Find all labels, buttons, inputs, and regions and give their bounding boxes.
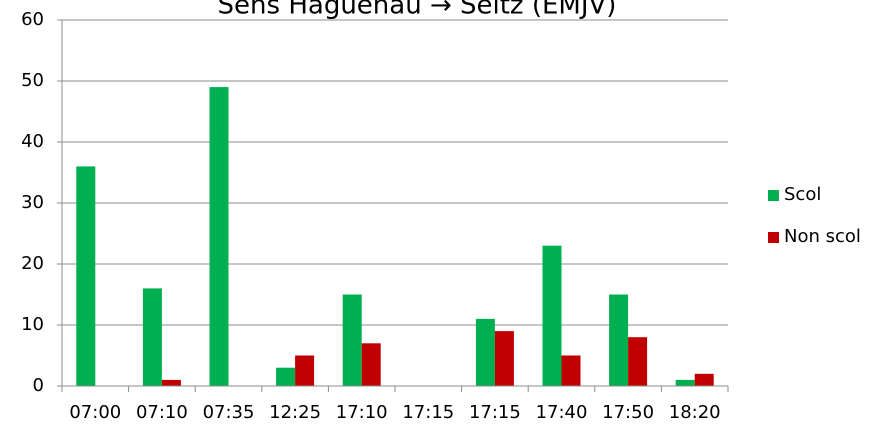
x-tick-label: 17:15: [469, 402, 521, 423]
bar: [209, 87, 229, 386]
chart-title: Sens Haguenau → Seltz (EMJV): [218, 0, 617, 21]
y-tick-label: 30: [21, 192, 44, 213]
x-tick-label: 12:25: [269, 402, 321, 423]
x-tick-label: 17:50: [602, 402, 654, 423]
bar: [76, 166, 96, 386]
bar: [628, 337, 648, 386]
bar: [361, 343, 381, 386]
x-tick-label: 17:10: [336, 402, 388, 423]
x-tick-label: 07:35: [203, 402, 255, 423]
bar: [561, 355, 581, 386]
bar: [161, 379, 181, 386]
legend-label: Non scol: [784, 226, 861, 247]
y-tick-label: 40: [21, 131, 44, 152]
y-tick-label: 20: [21, 253, 44, 274]
bar: [342, 294, 362, 386]
x-tick-label: 17:15: [402, 402, 454, 423]
legend-label: Scol: [784, 184, 821, 205]
bar: [142, 288, 162, 386]
bar: [494, 331, 514, 386]
bar: [675, 379, 695, 386]
bar: [694, 373, 714, 386]
y-tick-label: 10: [21, 314, 44, 335]
bar: [276, 367, 296, 386]
bar: [295, 355, 315, 386]
x-tick-label: 18:20: [669, 402, 721, 423]
x-tick-label: 07:10: [136, 402, 188, 423]
bar: [542, 245, 562, 386]
legend-swatch: [768, 232, 779, 243]
y-tick-label: 50: [21, 70, 44, 91]
x-tick-label: 07:00: [69, 402, 121, 423]
bar: [475, 318, 495, 386]
y-tick-label: 60: [21, 9, 44, 30]
x-tick-label: 17:40: [536, 402, 588, 423]
bar: [609, 294, 629, 386]
legend-swatch: [768, 190, 779, 201]
y-tick-label: 0: [33, 375, 44, 396]
